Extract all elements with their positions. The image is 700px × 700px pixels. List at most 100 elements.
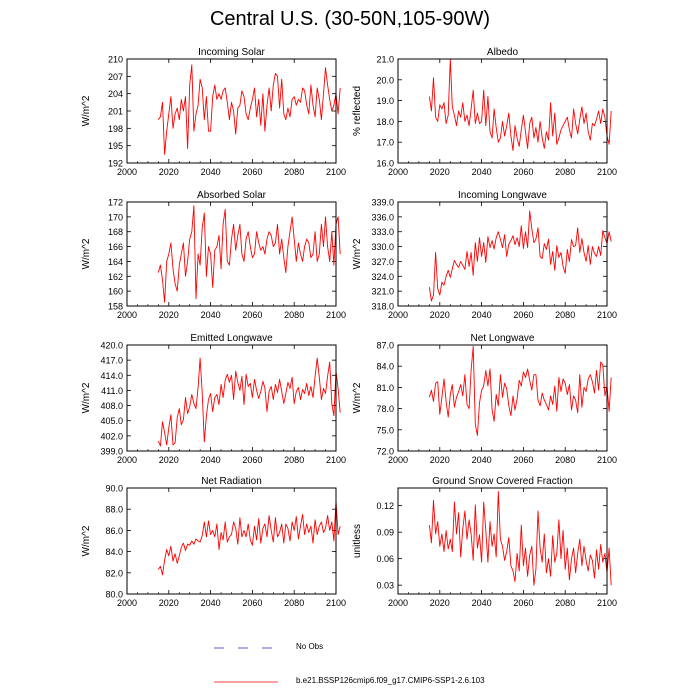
- chart-incoming-solar-ytick-label: 192: [108, 159, 123, 169]
- chart-incoming-solar-xtick-label: 2060: [242, 167, 262, 177]
- legend-obs-dash: [214, 647, 278, 649]
- chart-albedo-series-line: [428, 58, 612, 151]
- chart-ground-snow-covered-fraction-ytick-label: 0.12: [376, 501, 394, 511]
- chart-emitted-longwave-xtick-label: 2000: [117, 455, 137, 465]
- chart-net-longwave-xtick-label: 2000: [388, 455, 408, 465]
- chart-emitted-longwave-ylabel: W/m^2: [81, 382, 92, 413]
- chart-net-longwave: Net Longwave W/m^2 2000 2020 2040 2060 2080 210…: [352, 333, 617, 465]
- chart-incoming-longwave-ytick-label: 327.0: [371, 257, 394, 267]
- chart-net-radiation: Net Radiation W/m^2 2000 2020 2040 2060 2080 21…: [81, 476, 346, 608]
- chart-emitted-longwave-xtick-label: 2040: [201, 455, 221, 465]
- chart-absorbed-solar-ytick-label: 164: [108, 257, 123, 267]
- chart-incoming-solar-ytick-label: 207: [108, 72, 123, 82]
- chart-net-longwave-ylabel: W/m^2: [352, 382, 363, 413]
- chart-net-radiation-ytick-label: 90.0: [105, 484, 123, 494]
- chart-albedo-xtick-label: 2060: [513, 167, 533, 177]
- chart-ground-snow-covered-fraction-xtick-label: 2040: [472, 598, 492, 608]
- chart-albedo-ytick-label: 16.0: [376, 159, 394, 169]
- chart-net-radiation-xtick-label: 2100: [326, 598, 346, 608]
- chart-albedo-ytick-label: 19.0: [376, 96, 394, 106]
- legend-obs: No Obs: [214, 642, 414, 654]
- chart-emitted-longwave-ytick-label: 420.0: [100, 341, 123, 351]
- chart-incoming-longwave-ytick-label: 321.0: [371, 287, 394, 297]
- chart-emitted-longwave-xtick-label: 2080: [284, 455, 304, 465]
- chart-ground-snow-covered-fraction-xtick-label: 2080: [555, 598, 575, 608]
- chart-ground-snow-covered-fraction-ytick-label: 0.09: [376, 528, 394, 538]
- chart-absorbed-solar-ylabel: W/m^2: [81, 238, 92, 269]
- chart-incoming-longwave-title: Incoming Longwave: [458, 190, 547, 201]
- chart-absorbed-solar-ytick-label: 168: [108, 227, 123, 237]
- chart-ground-snow-covered-fraction-plot-frame: [397, 487, 608, 595]
- chart-ground-snow-covered-fraction-xtick-label: 2060: [513, 598, 533, 608]
- chart-net-longwave-ytick-label: 78.0: [376, 404, 394, 414]
- chart-ground-snow-covered-fraction-xtick-label: 2020: [430, 598, 450, 608]
- chart-incoming-longwave-ylabel: W/m^2: [352, 238, 363, 269]
- chart-incoming-longwave-ytick-label: 336.0: [371, 212, 394, 222]
- chart-absorbed-solar-xtick-label: 2020: [159, 310, 179, 320]
- chart-incoming-solar-xtick-label: 2000: [117, 167, 137, 177]
- legend-model-label: b.e21.BSSP126cmip6.f09_g17.CMIP6-SSP1-2.…: [296, 676, 485, 685]
- chart-emitted-longwave-ytick-label: 411.0: [101, 386, 123, 396]
- chart-emitted-longwave-ytick-label: 417.0: [100, 356, 123, 366]
- chart-net-radiation-title: Net Radiation: [201, 476, 262, 487]
- chart-incoming-longwave-ytick-label: 324.0: [371, 272, 394, 282]
- chart-albedo-ytick-label: 18.0: [376, 117, 394, 127]
- chart-net-longwave-xtick-label: 2060: [513, 455, 533, 465]
- chart-incoming-solar-ytick-label: 210: [108, 55, 123, 65]
- chart-absorbed-solar-ytick-label: 160: [108, 287, 123, 297]
- chart-net-radiation-plot-frame: [126, 487, 337, 595]
- chart-emitted-longwave-plot-frame: [126, 344, 337, 452]
- chart-albedo-title: Albedo: [487, 47, 519, 58]
- chart-incoming-solar-ytick-label: 195: [108, 141, 123, 151]
- chart-ground-snow-covered-fraction-xtick-label: 2000: [388, 598, 408, 608]
- chart-emitted-longwave-xtick-label: 2060: [242, 455, 262, 465]
- chart-incoming-longwave-xtick-label: 2100: [597, 310, 617, 320]
- chart-net-longwave-xtick-label: 2020: [430, 455, 450, 465]
- chart-emitted-longwave-series-line: [157, 357, 341, 447]
- chart-absorbed-solar-xtick-label: 2060: [242, 310, 262, 320]
- chart-incoming-solar-xtick-label: 2040: [201, 167, 221, 177]
- chart-net-longwave-series-line: [428, 345, 612, 436]
- chart-net-longwave-ytick-label: 81.0: [376, 383, 394, 393]
- chart-albedo: Albedo % reflected 2000 2020 2040 2060 2080 210…: [352, 47, 617, 177]
- chart-net-radiation-xtick-label: 2000: [117, 598, 137, 608]
- chart-albedo-xtick-label: 2100: [597, 167, 617, 177]
- chart-absorbed-solar-xtick-label: 2100: [326, 310, 346, 320]
- chart-net-longwave-title: Net Longwave: [471, 333, 535, 344]
- legend-model: b.e21.BSSP126cmip6.f09_g17.CMIP6-SSP1-2.…: [214, 676, 694, 688]
- chart-albedo-ytick-label: 20.0: [376, 75, 394, 85]
- chart-ground-snow-covered-fraction: Ground Snow Covered Fraction unitless 2000…: [352, 476, 617, 608]
- chart-emitted-longwave-xtick-label: 2100: [326, 455, 346, 465]
- chart-incoming-longwave: Incoming Longwave W/m^2 2000 2020 2040 2060 20…: [352, 190, 617, 320]
- chart-incoming-longwave-xtick-label: 2000: [388, 310, 408, 320]
- chart-absorbed-solar-ytick-label: 158: [108, 302, 123, 312]
- chart-incoming-longwave-ytick-label: 330.0: [371, 242, 394, 252]
- chart-net-longwave-xtick-label: 2080: [555, 455, 575, 465]
- legend-obs-label: No Obs: [296, 642, 324, 651]
- chart-ground-snow-covered-fraction-series-line: [428, 491, 612, 586]
- chart-absorbed-solar-ytick-label: 162: [108, 272, 123, 282]
- chart-emitted-longwave-title: Emitted Longwave: [190, 333, 273, 344]
- chart-absorbed-solar-ytick-label: 166: [108, 242, 123, 252]
- chart-absorbed-solar-series-line: [157, 205, 341, 303]
- chart-incoming-solar-xtick-label: 2100: [326, 167, 346, 177]
- chart-albedo-xtick-label: 2020: [430, 167, 450, 177]
- chart-ground-snow-covered-fraction-xtick-label: 2100: [597, 598, 617, 608]
- page-title: Central U.S. (30-50N,105-90W): [209, 8, 491, 30]
- chart-net-longwave-plot-frame: [397, 344, 608, 452]
- chart-incoming-solar-title: Incoming Solar: [198, 47, 265, 58]
- chart-incoming-solar-xtick-label: 2080: [284, 167, 304, 177]
- chart-albedo-xtick-label: 2040: [472, 167, 492, 177]
- chart-incoming-longwave-xtick-label: 2040: [472, 310, 492, 320]
- chart-net-radiation-ytick-label: 84.0: [105, 547, 123, 557]
- chart-incoming-longwave-xtick-label: 2060: [513, 310, 533, 320]
- chart-incoming-solar-ytick-label: 198: [108, 124, 123, 134]
- chart-absorbed-solar-ytick-label: 172: [108, 198, 123, 208]
- chart-incoming-solar: Incoming Solar W/m^2 2000 2020 2040 2060 2080 2…: [81, 47, 346, 177]
- chart-net-longwave-ytick-label: 75.0: [376, 425, 394, 435]
- chart-incoming-longwave-ytick-label: 339.0: [371, 198, 394, 208]
- chart-net-radiation-series-line: [157, 500, 341, 576]
- chart-albedo-plot-frame: [397, 58, 608, 164]
- chart-emitted-longwave-ytick-label: 408.0: [100, 401, 123, 411]
